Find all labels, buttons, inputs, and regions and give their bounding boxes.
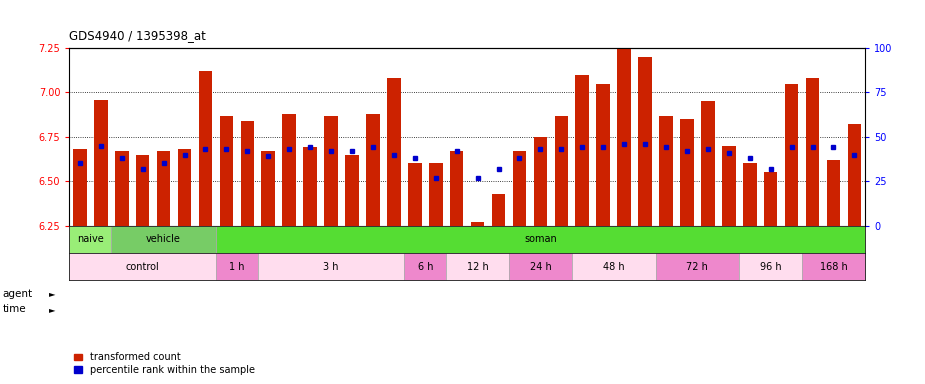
Text: ►: ►	[49, 305, 56, 314]
Bar	[387, 78, 401, 226]
Text: 6 h: 6 h	[417, 262, 433, 271]
Bar	[660, 116, 672, 226]
Bar	[94, 99, 107, 226]
Text: 48 h: 48 h	[603, 262, 624, 271]
Bar	[450, 151, 463, 226]
Legend: transformed count, percentile rank within the sample: transformed count, percentile rank withi…	[74, 353, 254, 375]
Bar	[701, 101, 715, 226]
Text: 3 h: 3 h	[324, 262, 339, 271]
Bar	[656, 253, 739, 280]
Text: agent: agent	[3, 289, 33, 299]
Bar	[262, 151, 275, 226]
Text: vehicle: vehicle	[146, 234, 181, 244]
Bar	[512, 151, 526, 226]
Bar	[722, 146, 735, 226]
Bar	[156, 151, 170, 226]
Bar	[743, 164, 757, 226]
Bar	[492, 194, 505, 226]
Bar	[534, 137, 548, 226]
Bar	[240, 121, 254, 226]
Bar	[617, 48, 631, 226]
Text: 1 h: 1 h	[229, 262, 244, 271]
Text: 24 h: 24 h	[529, 262, 551, 271]
Bar	[115, 151, 129, 226]
Bar	[572, 253, 656, 280]
Bar	[802, 253, 865, 280]
Text: control: control	[126, 262, 159, 271]
Text: 72 h: 72 h	[686, 262, 709, 271]
Bar	[216, 226, 865, 253]
Bar	[429, 164, 442, 226]
Bar	[827, 160, 840, 226]
Bar	[471, 222, 485, 226]
Text: 168 h: 168 h	[820, 262, 847, 271]
Bar	[136, 155, 150, 226]
Bar	[199, 71, 212, 226]
Text: 96 h: 96 h	[759, 262, 782, 271]
Bar	[806, 78, 820, 226]
Bar	[345, 155, 359, 226]
Bar	[446, 253, 509, 280]
Bar	[554, 116, 568, 226]
Bar	[325, 116, 338, 226]
Bar	[303, 147, 317, 226]
Bar	[258, 253, 404, 280]
Bar	[739, 253, 802, 280]
Bar	[69, 226, 111, 253]
Bar	[408, 164, 422, 226]
Text: GDS4940 / 1395398_at: GDS4940 / 1395398_at	[69, 29, 206, 42]
Text: time: time	[3, 304, 27, 314]
Bar	[216, 253, 258, 280]
Bar	[784, 84, 798, 226]
Bar	[219, 116, 233, 226]
Text: 12 h: 12 h	[467, 262, 488, 271]
Text: soman: soman	[524, 234, 557, 244]
Bar	[282, 114, 296, 226]
Bar	[638, 57, 652, 226]
Bar	[680, 119, 694, 226]
Bar	[764, 172, 778, 226]
Bar	[69, 253, 216, 280]
Bar	[509, 253, 572, 280]
Bar	[575, 74, 589, 226]
Bar	[178, 149, 191, 226]
Text: naive: naive	[77, 234, 104, 244]
Bar	[73, 149, 87, 226]
Bar	[847, 124, 861, 226]
Bar	[404, 253, 446, 280]
Bar	[597, 84, 610, 226]
Bar	[366, 114, 380, 226]
Text: ►: ►	[49, 289, 56, 298]
Bar	[111, 226, 216, 253]
